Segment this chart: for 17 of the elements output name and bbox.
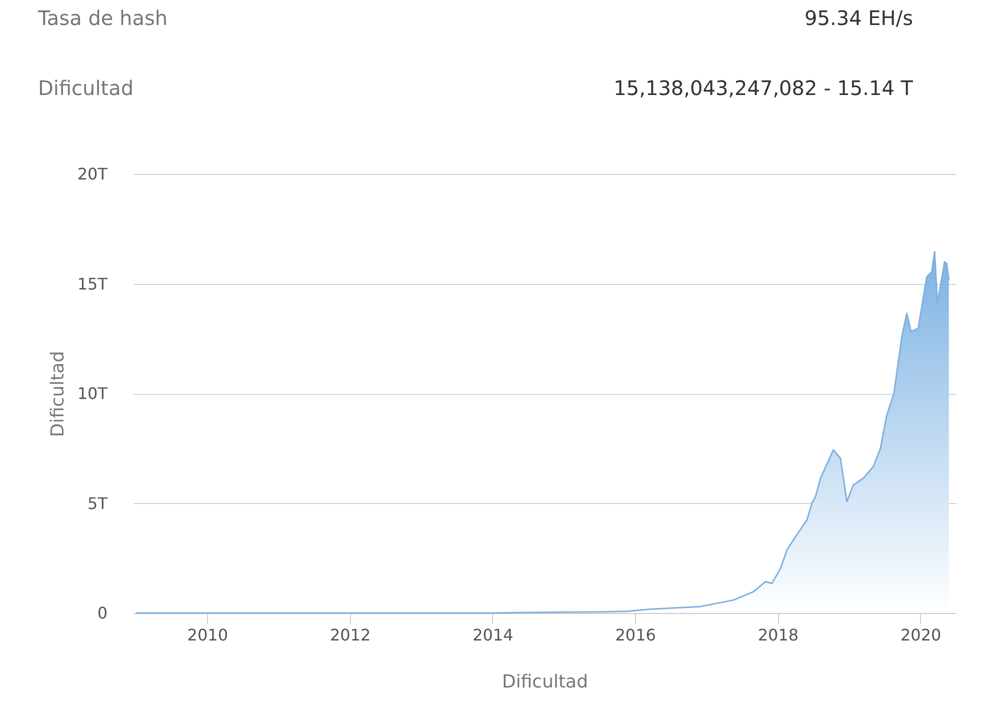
- x-tick-label: 2016: [615, 626, 656, 644]
- text: Dificultad: [38, 75, 134, 102]
- x-axis-title: Dificultad: [502, 672, 588, 692]
- y-tick-label: 20T: [77, 164, 108, 184]
- x-tick-label: 2012: [330, 626, 371, 644]
- text: Tasa de hash: [38, 5, 168, 32]
- y-tick-label: 5T: [88, 494, 108, 513]
- y-axis-title: Dificultad: [47, 350, 68, 438]
- x-tick-label: 2018: [758, 626, 799, 644]
- y-tick-label: 10T: [77, 384, 108, 403]
- text: 15,138,043,247,082 - 15.14 T: [614, 75, 913, 102]
- y-tick-label: 15T: [77, 274, 108, 294]
- x-tick-label: 2014: [472, 626, 514, 644]
- x-tick-label: 2010: [187, 626, 228, 644]
- x-tick-label: 2020: [900, 626, 942, 644]
- text: 95.34 EH/s: [804, 5, 913, 32]
- y-tick-label: 0: [97, 604, 108, 622]
